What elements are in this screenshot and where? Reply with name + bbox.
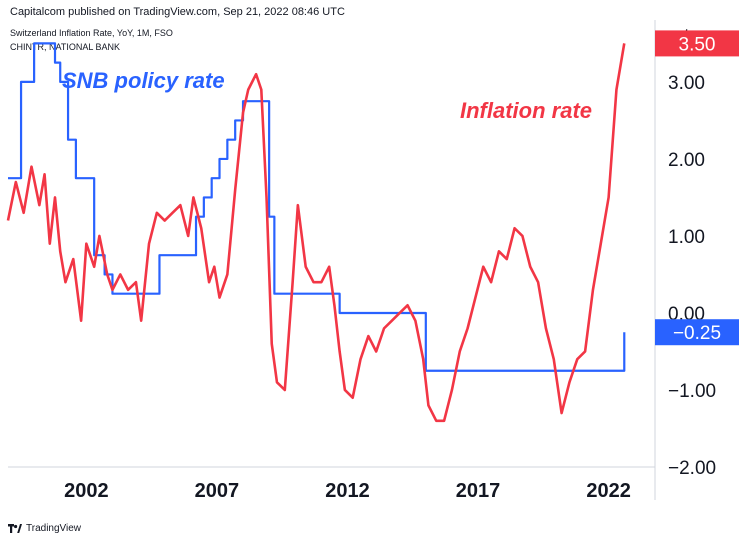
y-tick-label: 3.00 [668,73,705,94]
y-tick-label: 1.00 [668,227,705,248]
y-tick-label: 2.00 [668,150,705,171]
y-tick-label: −2.00 [668,458,716,479]
footer-branding: TradingView [8,523,81,534]
x-tick-label: 2012 [325,480,370,502]
inflation-last-value-badge [655,30,739,57]
symbol-line: Switzerland Inflation Rate, YoY, 1M, FSO [10,28,173,38]
footer-brand-text: TradingView [26,523,82,534]
policy-last-value-badge [655,319,739,346]
x-tick-label: 2007 [195,480,240,502]
series-label-snb-policy-rate: SNB policy rate [62,68,225,93]
x-tick-label: 2017 [456,480,501,502]
tradingview-logo-icon [8,524,22,533]
series-label-inflation-rate: Inflation rate [460,98,592,123]
snb-policy-rate-line [8,42,626,372]
publisher-line: Capitalcom published on TradingView.com,… [10,6,345,18]
x-tick-label: 2022 [586,480,631,502]
last-value-label: 3.50 [679,34,716,55]
inflation-rate-line [6,43,626,423]
y-tick-label: −1.00 [668,381,716,402]
last-value-label: −0.25 [673,323,721,344]
x-tick-label: 2002 [64,480,109,502]
source-line: CHINTR, NATIONAL BANK [10,42,121,52]
